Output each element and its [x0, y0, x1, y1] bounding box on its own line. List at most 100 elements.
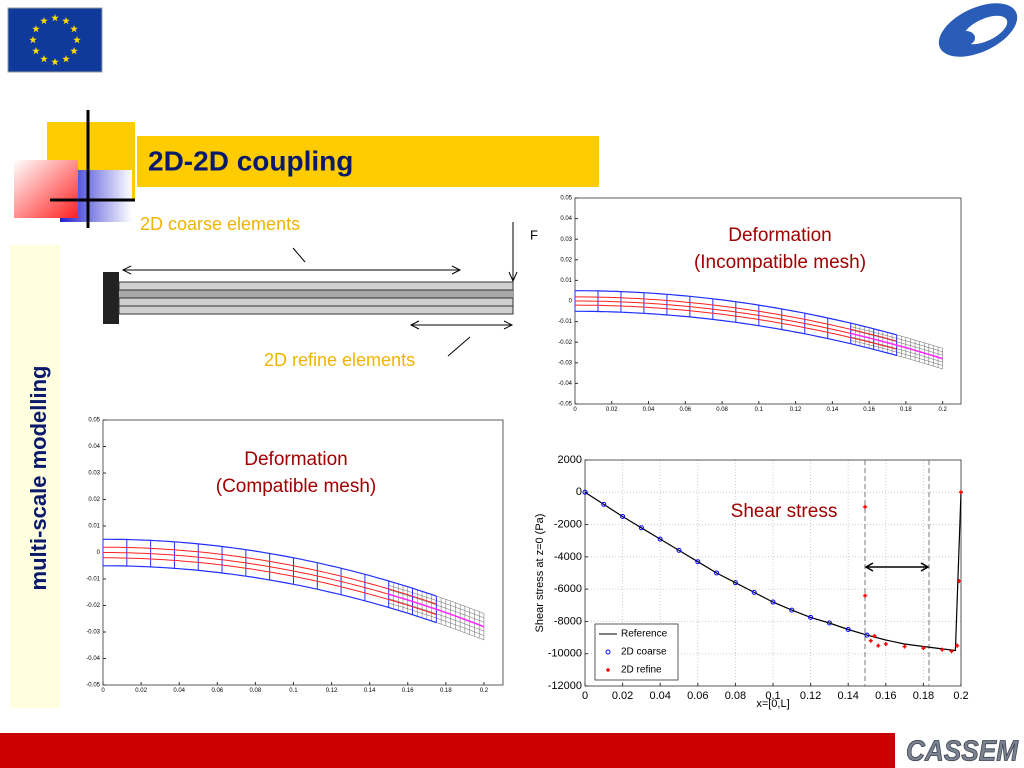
x-tick-label: 0.16 — [402, 688, 414, 694]
coarse-marker — [789, 607, 795, 613]
side-bar — [10, 245, 60, 708]
x-tick-label: 0.1 — [289, 688, 298, 694]
y-tick-label: 0.04 — [560, 216, 572, 222]
coarse-marker — [864, 632, 870, 638]
x-tick-label: 0 — [573, 407, 577, 413]
y-tick-label: 0 — [569, 299, 573, 305]
coarse-marker — [845, 627, 851, 632]
coarse-marker — [714, 570, 720, 576]
arrow-head — [508, 271, 518, 283]
y-tick-label: 0.03 — [88, 471, 100, 477]
star — [40, 55, 48, 63]
annotation: (Compatible mesh) — [216, 476, 377, 497]
star — [51, 58, 59, 66]
pointer — [447, 336, 471, 357]
x-tick-label: 0.1 — [755, 407, 764, 413]
y-tick-label: -0.01 — [558, 319, 572, 325]
y-tick-label: -0.05 — [86, 683, 100, 689]
y-tick-label: -4000 — [554, 551, 582, 563]
annotation: (Incompatible mesh) — [694, 252, 866, 273]
y-tick-label: 0.03 — [560, 237, 572, 243]
star — [73, 36, 81, 44]
x-tick-label: 0.14 — [364, 688, 376, 694]
coarse-marker — [601, 501, 607, 507]
plots: 0 0.02 0.04 0.06 0.08 0.1 0.12 0.14 0.16 0.18 0.2 0… — [86, 196, 968, 710]
logo-shape — [957, 31, 975, 45]
coarse-marker — [695, 559, 701, 565]
plot-bg — [555, 190, 968, 410]
star — [32, 47, 40, 55]
refine-marker — [868, 638, 873, 643]
y-tick-label: 0 — [97, 550, 101, 556]
star — [70, 25, 78, 33]
y-tick-label: 0.01 — [88, 524, 100, 530]
star — [62, 55, 70, 63]
x-axis-label: x=[0,L] — [756, 698, 789, 710]
coarse-mesh — [575, 290, 897, 336]
refine-marker — [863, 593, 868, 598]
y-tick-label: -8000 — [554, 615, 582, 627]
refine-marker — [872, 633, 877, 638]
star — [70, 47, 78, 55]
legend-swatch — [605, 649, 611, 655]
star — [62, 16, 70, 25]
refine-marker — [940, 647, 945, 652]
x-tick-label: 0.18 — [913, 690, 934, 702]
refine-marker — [863, 504, 868, 509]
y-tick-label: -12000 — [548, 680, 582, 692]
support — [103, 272, 119, 324]
y-tick-label: 0.05 — [560, 196, 572, 202]
y-tick-label: 0.04 — [88, 444, 100, 450]
title-bar — [137, 136, 599, 187]
refine-marker — [883, 642, 888, 647]
refine-line — [850, 332, 943, 360]
y-tick-label: 0.01 — [560, 278, 572, 284]
refine-marker — [949, 649, 954, 654]
x-tick-label: 0.12 — [326, 688, 338, 694]
x-tick-label: 0.02 — [606, 407, 618, 413]
legend-label: 2D coarse — [621, 647, 667, 658]
x-tick-label: 0.04 — [643, 407, 655, 413]
y-tick-label: 0.02 — [88, 497, 100, 503]
x-tick-label: 0 — [582, 690, 588, 702]
y-tick-label: 0 — [576, 486, 582, 498]
y-tick-label: -2000 — [554, 518, 582, 530]
y-tick-label: 0.05 — [88, 418, 100, 424]
coarse-label: 2D coarse elements — [140, 214, 300, 234]
x-tick-label: 0.04 — [173, 688, 185, 694]
beam-diagram: F 2D coarse elements 2D refine elements — [103, 214, 538, 370]
refine-line — [388, 593, 485, 628]
plot-bg — [89, 412, 505, 702]
x-tick-label: 0.16 — [863, 407, 875, 413]
refine-marker — [876, 643, 881, 648]
deco-square — [14, 160, 78, 218]
y-tick-label: 2000 — [558, 454, 582, 466]
x-tick-label: 0.08 — [250, 688, 262, 694]
x-tick-label: 0.04 — [649, 690, 670, 702]
y-tick-label: -0.04 — [558, 381, 572, 387]
coupling-line — [575, 296, 897, 342]
x-tick-label: 0.1 — [765, 690, 780, 702]
x-tick-label: 0.06 — [211, 688, 223, 694]
coupling-line — [575, 300, 897, 346]
y-tick-label: -0.02 — [86, 603, 100, 609]
y-tick-label: -0.03 — [558, 360, 572, 366]
side-label: multi-scale modelling — [26, 366, 51, 591]
x-tick-label: 0.18 — [440, 688, 452, 694]
x-tick-label: 0.12 — [790, 407, 802, 413]
coarse-marker — [751, 589, 757, 595]
y-tick-label: -0.03 — [86, 630, 100, 636]
coarse-marker — [582, 489, 588, 495]
refine-marker — [957, 579, 962, 584]
legend-swatch — [606, 668, 610, 672]
star — [51, 14, 59, 22]
legend-label: Reference — [621, 629, 668, 640]
legend-label: 2D refine — [621, 665, 662, 676]
coupling-line — [103, 557, 437, 616]
x-tick-label: 0.18 — [900, 407, 912, 413]
coupling-line — [103, 552, 437, 610]
coarse-marker — [826, 620, 832, 626]
coarse-marker — [770, 599, 776, 605]
beam-layer — [119, 290, 513, 298]
y-tick-label: -0.05 — [558, 402, 572, 408]
